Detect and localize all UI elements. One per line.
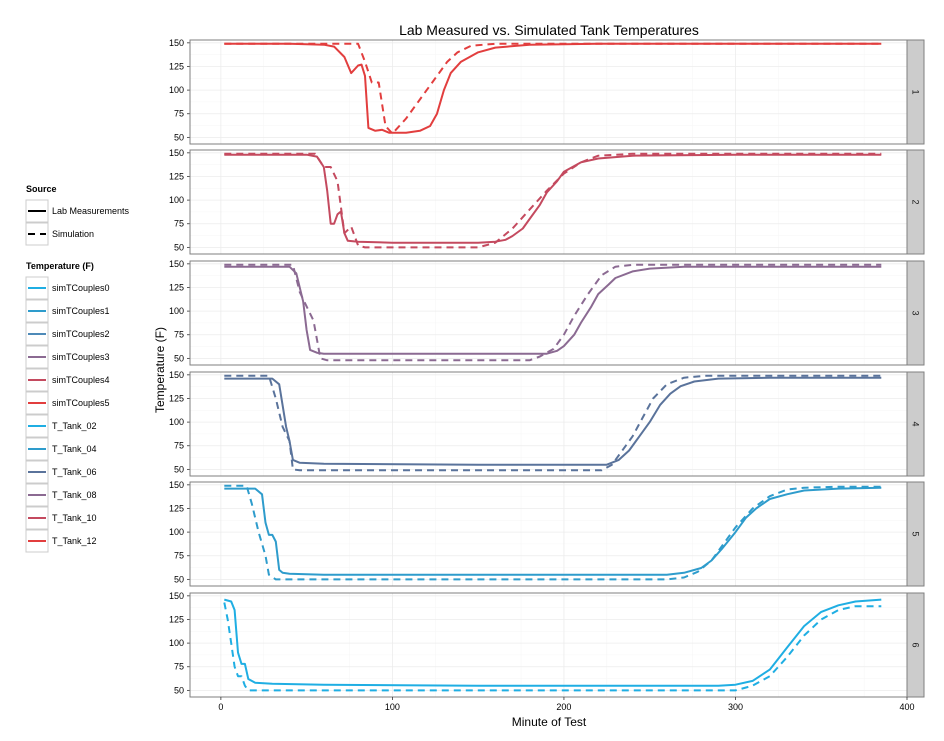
y-tick-label: 125 [169, 614, 184, 624]
legend-source-title: Source [26, 184, 57, 194]
legend-label: T_Tank_04 [52, 444, 97, 454]
y-tick-label: 150 [169, 370, 184, 380]
y-tick-label: 75 [174, 662, 184, 672]
x-tick-label: 400 [899, 702, 914, 712]
facet-strip [906, 481, 925, 587]
y-tick-label: 100 [169, 417, 184, 427]
y-tick-label: 75 [174, 219, 184, 229]
facet-strip-label: 4 [911, 421, 921, 426]
y-tick-label: 125 [169, 503, 184, 513]
panel-background [189, 592, 908, 698]
y-tick-label: 150 [169, 38, 184, 48]
panel-background [189, 371, 908, 477]
y-tick-label: 50 [174, 132, 184, 142]
chart-title: Lab Measured vs. Simulated Tank Temperat… [399, 22, 699, 38]
y-tick-label: 125 [169, 61, 184, 71]
legend-label: T_Tank_06 [52, 467, 97, 477]
panel-background [189, 149, 908, 255]
y-tick-label: 125 [169, 171, 184, 181]
panel-background [189, 39, 908, 145]
legend-source-items: Lab Measurements Simulation [25, 199, 130, 246]
y-tick-label: 150 [169, 259, 184, 269]
panel-3: 50 75 100 125 150 3 [169, 259, 925, 366]
y-tick-label: 75 [174, 330, 184, 340]
x-tick-label: 200 [556, 702, 571, 712]
series-line-simTCouples3 [224, 263, 882, 362]
x-tick-label: 0 [218, 702, 223, 712]
facet-strip [906, 371, 925, 477]
legend-label: simTCouples1 [52, 306, 110, 316]
y-tick-label: 50 [174, 242, 184, 252]
y-tick-label: 50 [174, 685, 184, 695]
facet-strip-label: 6 [911, 642, 921, 647]
series-line-T_Tank_04 [224, 486, 882, 576]
y-tick-label: 100 [169, 85, 184, 95]
legend-label: T_Tank_12 [52, 536, 97, 546]
facet-strip [906, 260, 925, 366]
series-line-simTCouples0 [223, 602, 882, 692]
x-axis: 0 100 200 300 400 [218, 697, 915, 712]
legend-label: simTCouples2 [52, 329, 110, 339]
facet-strip [906, 592, 925, 698]
y-tick-label: 125 [169, 393, 184, 403]
facet-strip [906, 39, 925, 145]
y-tick-label: 75 [174, 441, 184, 451]
panel-5: 50 75 100 125 150 5 [169, 480, 925, 587]
y-tick-label: 100 [169, 638, 184, 648]
panel-1: 50 75 100 125 150 1 [169, 38, 925, 145]
panel-2: 50 75 100 125 150 2 [169, 148, 925, 255]
y-tick-label: 50 [174, 464, 184, 474]
y-tick-label: 100 [169, 195, 184, 205]
y-tick-label: 75 [174, 109, 184, 119]
legend-label: simTCouples5 [52, 398, 110, 408]
panel-4: 50 75 100 125 150 4 [169, 370, 925, 477]
legend-label: Simulation [52, 229, 94, 239]
y-tick-label: 50 [174, 574, 184, 584]
legend-temperature-title: Temperature (F) [26, 261, 94, 271]
legend-label: simTCouples0 [52, 283, 110, 293]
series-line-simTCouples5 [224, 42, 882, 135]
legend-temperature-items: simTCouples0 simTCouples1 simTCouples2 simT… [25, 276, 110, 553]
series-line-T_Tank_02 [224, 598, 882, 687]
series-line-T_Tank_12 [224, 42, 882, 134]
legend-label: simTCouples4 [52, 375, 110, 385]
facet-strip-label: 5 [911, 531, 921, 536]
y-tick-label: 100 [169, 527, 184, 537]
legend-label: T_Tank_02 [52, 421, 97, 431]
facet-strip-label: 3 [911, 310, 921, 315]
y-tick-label: 150 [169, 591, 184, 601]
y-tick-label: 125 [169, 282, 184, 292]
y-axis-title: Temperature (F) [153, 327, 167, 413]
panel-background [189, 481, 908, 587]
legend-label: T_Tank_10 [52, 513, 97, 523]
series-line-T_Tank_06 [224, 376, 882, 466]
series-line-simTCouples2 [224, 374, 882, 472]
facet-strip-label: 2 [911, 199, 921, 204]
legend-label: Lab Measurements [52, 206, 130, 216]
legend-label: simTCouples3 [52, 352, 110, 362]
facet-strip-label: 1 [911, 89, 921, 94]
panel-6: 50 75 100 125 150 6 [169, 591, 925, 698]
x-tick-label: 100 [385, 702, 400, 712]
x-tick-label: 300 [728, 702, 743, 712]
y-tick-label: 50 [174, 353, 184, 363]
legend-label: T_Tank_08 [52, 490, 97, 500]
series-line-simTCouples1 [224, 484, 882, 581]
y-tick-label: 150 [169, 148, 184, 158]
facet-panels: 5075100125150150751001251502507510012515… [169, 38, 925, 698]
facet-strip [906, 149, 925, 255]
y-tick-label: 75 [174, 551, 184, 561]
y-tick-label: 100 [169, 306, 184, 316]
legend-key-box [25, 222, 49, 246]
legend: Source Lab Measurements Simulation Temper… [25, 184, 130, 553]
x-axis-title: Minute of Test [512, 715, 587, 729]
series-line-T_Tank_08 [224, 265, 882, 355]
y-tick-label: 150 [169, 480, 184, 490]
series-line-simTCouples4 [224, 152, 882, 249]
